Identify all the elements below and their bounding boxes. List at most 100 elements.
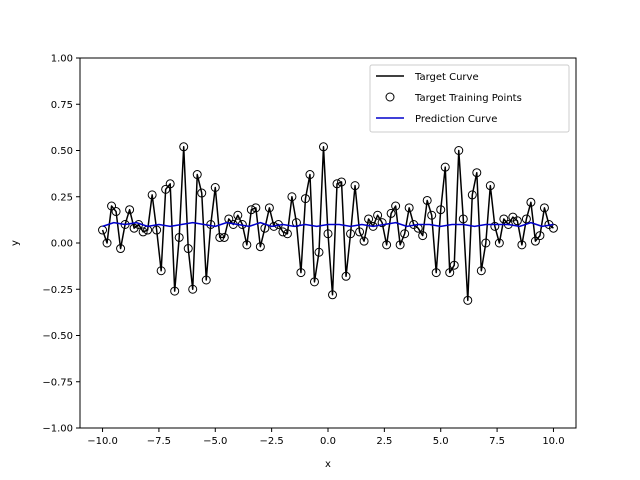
training-point [431,268,441,278]
training-point [539,203,549,213]
training-point [138,227,148,237]
training-point [328,290,338,300]
training-point [494,238,504,248]
x-tick-label: 5.0 [433,436,449,447]
training-point [210,183,220,192]
x-tick-label: −10.0 [87,436,118,447]
legend-target-curve-label: Target Curve [414,72,479,83]
training-point [458,214,468,224]
plot-area [98,142,558,305]
training-point [215,232,225,242]
training-point [427,210,437,220]
training-point [233,210,243,220]
training-point [445,268,455,278]
y-tick-label: 0.25 [51,192,73,203]
training-point [364,214,374,224]
training-point [98,225,108,235]
training-point [165,179,175,189]
target-curve-line [101,146,554,302]
training-point [481,238,491,248]
training-point [476,266,486,276]
training-point [264,203,274,213]
training-point [152,225,162,235]
training-point [548,223,558,233]
training-point [314,247,324,257]
training-point [449,260,459,270]
training-point [179,142,189,152]
y-tick-label: −0.50 [42,331,73,342]
x-axis-ticks: −10.0 −7.5 −5.0 −2.5 0.0 2.5 5.0 7.5 10.0 [87,428,565,447]
y-tick-label: −0.75 [42,377,73,388]
training-point [161,184,171,194]
training-point [323,229,333,239]
training-point [418,231,428,241]
training-point [530,236,540,246]
y-axis-label: y [10,240,21,246]
legend-training-points-swatch [385,92,395,102]
training-point [341,271,351,281]
training-point [422,195,432,205]
training-point [287,192,297,202]
training-point [242,240,252,250]
training-point [499,214,509,224]
training-point [174,232,184,242]
x-tick-label: 10.0 [542,436,564,447]
training-point [201,275,211,285]
x-tick-label: 0.0 [320,436,336,447]
training-point [472,168,482,178]
training-point [255,242,265,252]
training-point [183,244,193,254]
training-point [188,284,198,294]
training-point [296,268,306,278]
x-tick-label: −7.5 [147,436,171,447]
training-point [337,177,347,187]
training-point [395,240,405,250]
training-point [278,227,288,237]
axes-frame [79,57,577,429]
training-point [116,244,126,254]
training-point [102,238,112,248]
training-point [350,181,360,191]
legend-box [369,64,570,133]
training-point [463,295,473,305]
training-point [107,201,117,211]
training-point [300,194,310,204]
prediction-curve-line [102,221,554,228]
legend-prediction-curve-label: Prediction Curve [415,114,497,125]
training-point [147,190,157,200]
training-point [125,205,135,215]
training-point [535,231,545,241]
training-point [521,214,531,224]
training-point [467,190,477,200]
training-point [282,229,292,239]
training-point [219,232,229,242]
y-tick-label: 0.00 [51,239,73,250]
training-point [386,208,396,218]
training-point [526,197,536,207]
x-tick-label: −5.0 [203,436,227,447]
training-point [512,216,522,226]
y-tick-label: 1.00 [51,54,73,65]
training-point [382,240,392,250]
training-point [156,266,166,276]
training-point [517,240,527,250]
legend: Target Curve Target Training Points Pred… [369,64,570,133]
legend-training-points-label: Target Training Points [414,93,522,104]
x-tick-label: 7.5 [489,436,505,447]
training-point [197,188,207,198]
training-point [251,203,261,213]
training-point [309,277,319,287]
training-point [485,181,495,191]
training-point [377,218,387,228]
y-tick-label: −1.00 [42,424,73,435]
training-point [373,210,383,220]
training-point [436,205,446,215]
training-point [355,227,365,237]
training-point [400,229,410,239]
training-point [318,142,328,152]
training-point [192,170,202,180]
training-point [170,286,180,296]
y-tick-label: 0.50 [51,146,73,157]
training-point [246,205,256,215]
